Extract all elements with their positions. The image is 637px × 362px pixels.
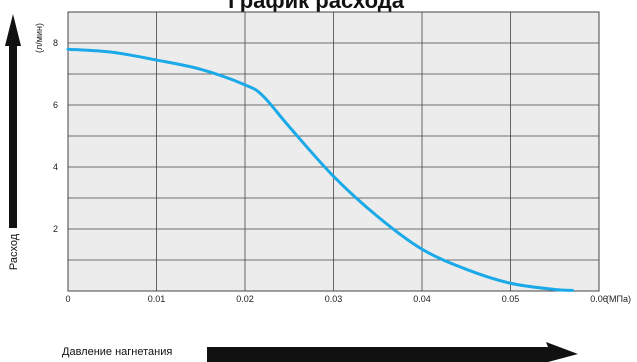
x-tick-labels: 0 0.01 0.02 0.03 0.04 0.05 0.06 bbox=[65, 294, 607, 304]
x-tick-label: 0.03 bbox=[325, 294, 343, 304]
y-tick-label: 6 bbox=[53, 100, 58, 110]
y-tick-label: 2 bbox=[53, 224, 58, 234]
x-tick-label: 0.04 bbox=[413, 294, 431, 304]
x-tick-label: 0.02 bbox=[236, 294, 254, 304]
x-axis-label: Давление нагнетания bbox=[62, 346, 172, 358]
y-unit-label: (л/мин) bbox=[34, 23, 44, 53]
y-tick-label: 8 bbox=[53, 38, 58, 48]
y-axis-arrow-shaft bbox=[9, 40, 17, 228]
y-tick-label: 4 bbox=[53, 162, 58, 172]
x-axis-arrow bbox=[207, 342, 578, 362]
x-tick-label: 0 bbox=[65, 294, 70, 304]
x-tick-label: 0.01 bbox=[148, 294, 166, 304]
y-axis-arrow-head bbox=[5, 14, 21, 46]
flow-curve bbox=[66, 47, 574, 292]
grid-lines bbox=[68, 12, 599, 291]
x-tick-label: 0.05 bbox=[502, 294, 520, 304]
x-unit-label: (МПа) bbox=[606, 294, 631, 304]
x-tick-label: 0.06 bbox=[590, 294, 608, 304]
chart-title: График расхода bbox=[228, 0, 405, 13]
y-tick-labels: 2 4 6 8 bbox=[53, 38, 58, 234]
y-axis-label: Расход bbox=[8, 233, 20, 270]
